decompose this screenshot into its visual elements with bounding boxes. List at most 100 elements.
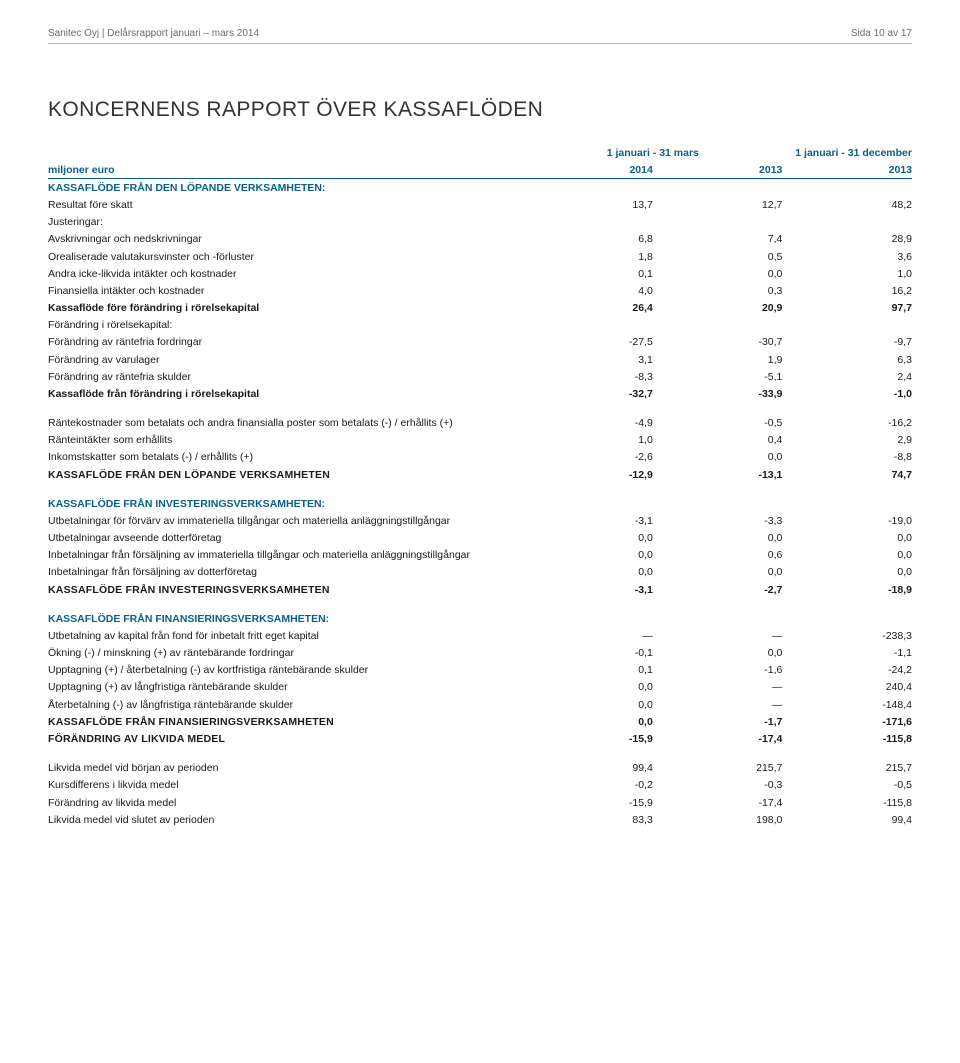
row-value: -12,9: [523, 466, 653, 483]
row-label: Kassaflöde från förändring i rörelsekapi…: [48, 385, 523, 402]
spacer-cell: [48, 403, 912, 415]
row-label: KASSAFLÖDE FRÅN FINANSIERINGSVERKSAMHETE…: [48, 713, 523, 730]
row-value: [523, 610, 653, 627]
table-row: Andra icke-likvida intäkter och kostnade…: [48, 265, 912, 282]
table-row: Avskrivningar och nedskrivningar6,87,428…: [48, 231, 912, 248]
row-value: 97,7: [782, 300, 912, 317]
table-row: Justeringar:: [48, 214, 912, 231]
row-value: —: [523, 627, 653, 644]
row-value: -0,1: [523, 645, 653, 662]
table-row: Upptagning (+) av långfristiga räntebära…: [48, 679, 912, 696]
spacer-cell: [48, 748, 912, 760]
spacer-cell: [48, 483, 912, 495]
row-value: -2,6: [523, 449, 653, 466]
row-value: -3,1: [523, 512, 653, 529]
row-value: [523, 495, 653, 512]
column-group-header-row: 1 januari - 31 mars 1 januari - 31 decem…: [48, 144, 912, 161]
row-value: -19,0: [782, 512, 912, 529]
table-row: [48, 748, 912, 760]
row-value: 99,4: [782, 811, 912, 828]
row-value: -3,3: [653, 512, 783, 529]
table-row: FÖRÄNDRING AV LIKVIDA MEDEL-15,9-17,4-11…: [48, 731, 912, 748]
row-value: -5,1: [653, 368, 783, 385]
year-header-row: miljoner euro 2014 2013 2013: [48, 161, 912, 179]
row-label: Förändring av likvida medel: [48, 794, 523, 811]
row-label: Ränteintäkter som erhållits: [48, 432, 523, 449]
row-value: [653, 214, 783, 231]
row-value: 1,0: [523, 432, 653, 449]
row-value: [523, 179, 653, 197]
row-label: Utbetalningar avseende dotterföretag: [48, 530, 523, 547]
row-label: FÖRÄNDRING AV LIKVIDA MEDEL: [48, 731, 523, 748]
row-value: —: [653, 679, 783, 696]
row-value: -115,8: [782, 794, 912, 811]
row-value: 0,0: [782, 564, 912, 581]
table-row: [48, 483, 912, 495]
period-header-2: 1 januari - 31 december: [782, 144, 912, 161]
table-row: Utbetalningar avseende dotterföretag0,00…: [48, 530, 912, 547]
row-value: -171,6: [782, 713, 912, 730]
row-value: 83,3: [523, 811, 653, 828]
page-title: KONCERNENS RAPPORT ÖVER KASSAFLÖDEN: [48, 98, 912, 122]
row-value: [653, 495, 783, 512]
table-row: Upptagning (+) / återbetalning (-) av ko…: [48, 662, 912, 679]
row-value: 0,0: [782, 530, 912, 547]
table-row: [48, 403, 912, 415]
row-value: -4,9: [523, 415, 653, 432]
table-row: KASSAFLÖDE FRÅN FINANSIERINGSVERKSAMHETE…: [48, 610, 912, 627]
table-row: KASSAFLÖDE FRÅN DEN LÖPANDE VERKSAMHETEN…: [48, 466, 912, 483]
row-label: Räntekostnader som betalats och andra fi…: [48, 415, 523, 432]
table-row: Förändring av räntefria fordringar-27,5-…: [48, 334, 912, 351]
row-value: [653, 610, 783, 627]
row-label: Likvida medel vid slutet av perioden: [48, 811, 523, 828]
row-value: 0,0: [653, 645, 783, 662]
row-label: Inbetalningar från försäljning av immate…: [48, 547, 523, 564]
row-label: KASSAFLÖDE FRÅN INVESTERINGSVERKSAMHETEN…: [48, 495, 523, 512]
row-label: Kursdifferens i likvida medel: [48, 777, 523, 794]
row-value: 215,7: [653, 760, 783, 777]
row-value: 240,4: [782, 679, 912, 696]
row-value: -18,9: [782, 581, 912, 598]
table-row: Likvida medel vid slutet av perioden83,3…: [48, 811, 912, 828]
table-row: Resultat före skatt13,712,748,2: [48, 197, 912, 214]
row-label: Utbetalning av kapital från fond för inb…: [48, 627, 523, 644]
table-row: Inbetalningar från försäljning av immate…: [48, 547, 912, 564]
table-row: KASSAFLÖDE FRÅN DEN LÖPANDE VERKSAMHETEN…: [48, 179, 912, 197]
row-value: 0,0: [653, 564, 783, 581]
table-row: KASSAFLÖDE FRÅN INVESTERINGSVERKSAMHETEN…: [48, 581, 912, 598]
row-label: Finansiella intäkter och kostnader: [48, 282, 523, 299]
year-2: 2013: [653, 161, 783, 179]
row-value: -33,9: [653, 385, 783, 402]
table-row: [48, 598, 912, 610]
year-1: 2014: [523, 161, 653, 179]
row-label: KASSAFLÖDE FRÅN DEN LÖPANDE VERKSAMHETEN…: [48, 179, 523, 197]
row-value: 0,0: [523, 564, 653, 581]
row-value: -238,3: [782, 627, 912, 644]
row-value: 215,7: [782, 760, 912, 777]
row-value: 7,4: [653, 231, 783, 248]
row-value: -2,7: [653, 581, 783, 598]
table-row: Orealiserade valutakursvinster och -förl…: [48, 248, 912, 265]
table-row: Räntekostnader som betalats och andra fi…: [48, 415, 912, 432]
row-value: 3,6: [782, 248, 912, 265]
table-row: Kursdifferens i likvida medel-0,2-0,3-0,…: [48, 777, 912, 794]
table-row: Finansiella intäkter och kostnader4,00,3…: [48, 282, 912, 299]
row-value: 0,0: [653, 449, 783, 466]
row-value: -9,7: [782, 334, 912, 351]
row-value: 1,9: [653, 351, 783, 368]
row-value: -0,5: [782, 777, 912, 794]
row-value: 0,5: [653, 248, 783, 265]
row-value: [523, 214, 653, 231]
row-value: 4,0: [523, 282, 653, 299]
row-value: 0,0: [523, 679, 653, 696]
table-row: Återbetalning (-) av långfristiga ränteb…: [48, 696, 912, 713]
row-label: Förändring i rörelsekapital:: [48, 317, 523, 334]
row-label: Förändring av varulager: [48, 351, 523, 368]
row-value: [782, 179, 912, 197]
row-value: 1,0: [782, 265, 912, 282]
row-value: -115,8: [782, 731, 912, 748]
row-label: Ökning (-) / minskning (+) av räntebäran…: [48, 645, 523, 662]
row-value: 0,0: [523, 547, 653, 564]
table-row: Ränteintäkter som erhållits1,00,42,9: [48, 432, 912, 449]
row-label: Orealiserade valutakursvinster och -förl…: [48, 248, 523, 265]
